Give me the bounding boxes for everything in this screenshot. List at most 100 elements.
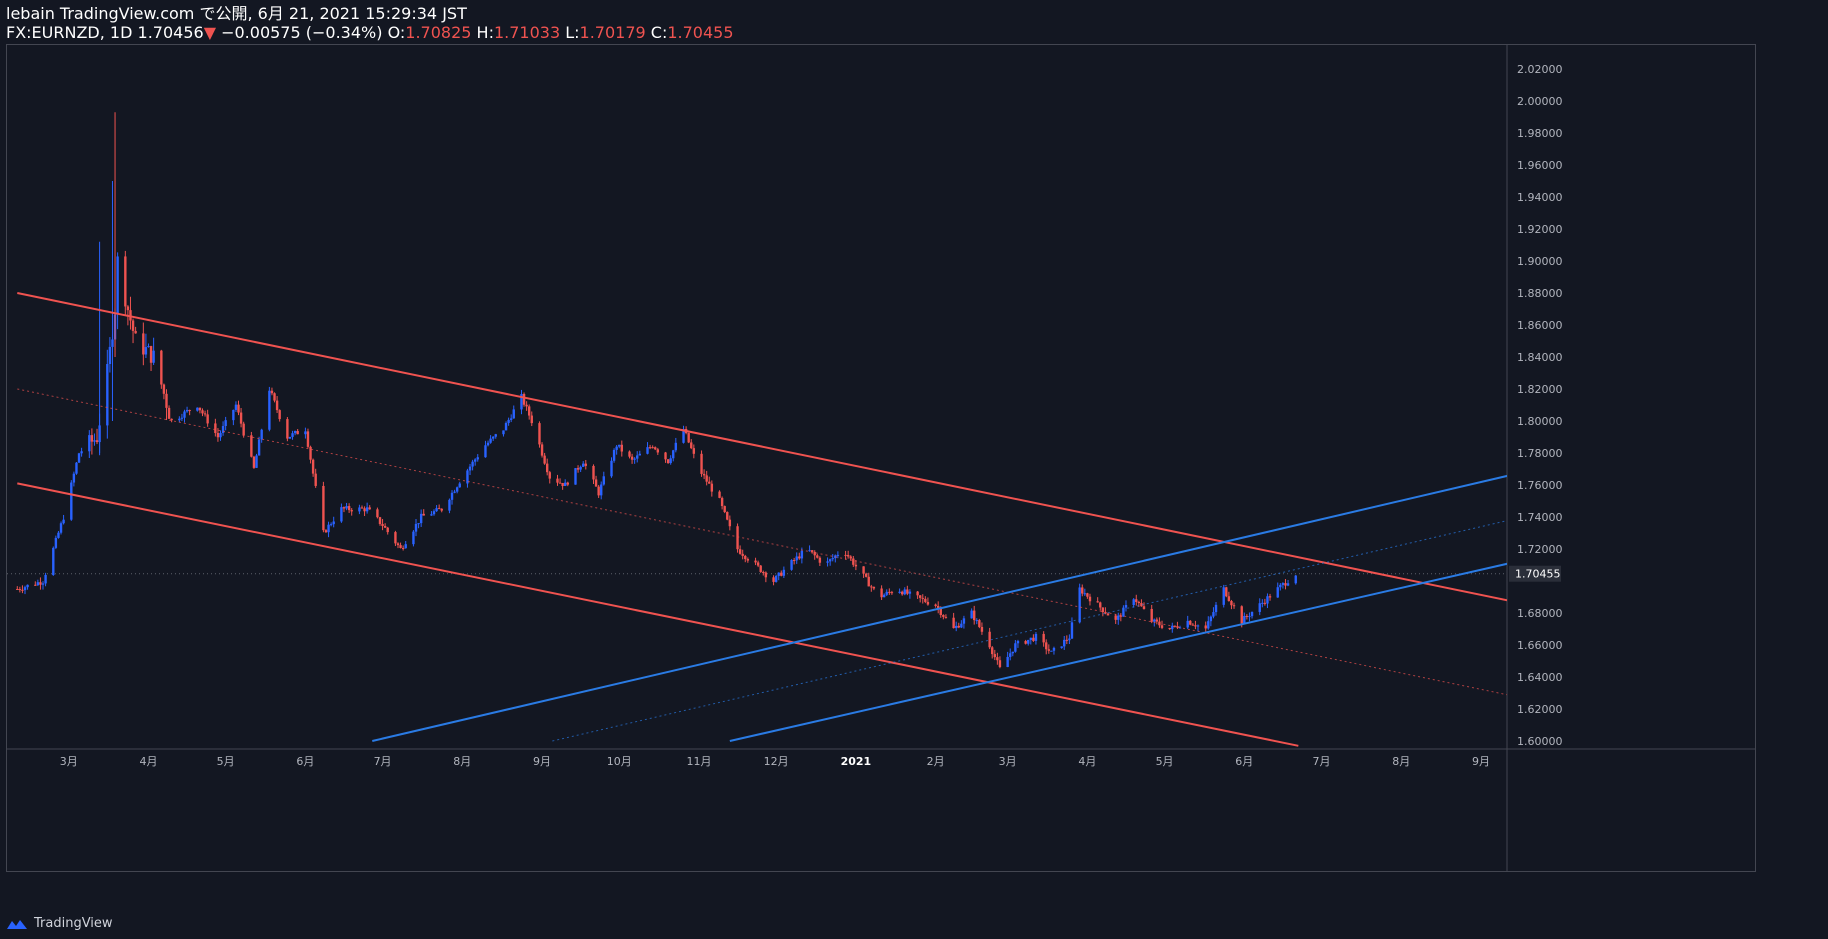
candle-body bbox=[455, 487, 459, 492]
candle-body bbox=[306, 431, 310, 447]
x-tick-label: 9月 bbox=[533, 755, 551, 768]
candle-body bbox=[144, 347, 148, 355]
candle-body bbox=[450, 492, 454, 500]
candle-body bbox=[973, 610, 976, 621]
candle-body bbox=[257, 439, 261, 456]
candle-body bbox=[1204, 625, 1207, 629]
candle-body bbox=[512, 409, 515, 419]
candle-body bbox=[1006, 656, 1009, 668]
trend-line-red-upper[interactable] bbox=[17, 292, 1530, 605]
candle-body bbox=[288, 436, 292, 439]
open-value: 1.70825 bbox=[405, 23, 472, 42]
trend-line-blue-lower[interactable] bbox=[729, 559, 1530, 742]
candle-body bbox=[324, 530, 328, 533]
candle-body bbox=[962, 618, 966, 624]
candle-body bbox=[702, 473, 706, 476]
candle-body bbox=[795, 556, 798, 561]
candle-body bbox=[991, 647, 994, 655]
candle-body bbox=[556, 478, 559, 483]
candle-body bbox=[57, 532, 60, 538]
candle-body bbox=[522, 394, 526, 405]
candle-body bbox=[759, 565, 762, 572]
candle-body bbox=[672, 450, 675, 459]
candle-body bbox=[942, 615, 945, 617]
x-tick-label: 7月 bbox=[1312, 755, 1330, 768]
candle-body bbox=[70, 482, 73, 520]
candle-body bbox=[270, 390, 274, 394]
candle-body bbox=[592, 465, 595, 480]
candle-body bbox=[419, 513, 423, 524]
candle-body bbox=[646, 447, 649, 454]
candle-body bbox=[291, 433, 294, 437]
candle-body bbox=[656, 449, 660, 453]
current-price-tag bbox=[1509, 565, 1561, 582]
candle-body bbox=[906, 589, 909, 594]
candle-body bbox=[1132, 599, 1135, 606]
chart-area[interactable]: 2.02000 2.00000 1.98000 1.96000 1.94000 1.920… bbox=[6, 44, 1756, 872]
candle-body bbox=[399, 545, 402, 548]
trend-line-blue-mid[interactable] bbox=[552, 515, 1530, 742]
high-label: H: bbox=[476, 23, 494, 42]
close-label: C: bbox=[650, 23, 668, 42]
candle-body bbox=[383, 525, 387, 528]
candle-body bbox=[368, 507, 371, 510]
candle-body bbox=[404, 544, 407, 549]
candle-body bbox=[993, 654, 996, 658]
candle-body bbox=[980, 626, 984, 632]
trend-line-blue-upper[interactable] bbox=[372, 471, 1530, 742]
candle-body bbox=[453, 491, 456, 493]
candle-body bbox=[867, 576, 870, 587]
y-tick-label: 1.60000 bbox=[1517, 735, 1563, 748]
price-chart[interactable]: 2.02000 2.00000 1.98000 1.96000 1.94000 1.920… bbox=[7, 45, 1755, 871]
candle-body bbox=[311, 459, 315, 474]
candle-body bbox=[198, 407, 202, 411]
candle-body bbox=[196, 407, 199, 411]
candle-body bbox=[828, 559, 832, 562]
candle-body bbox=[584, 463, 587, 466]
candle-body bbox=[690, 442, 693, 449]
candle-body bbox=[1240, 606, 1243, 624]
trend-line-red-mid[interactable] bbox=[17, 388, 1530, 699]
symbol-label[interactable]: FX:EURNZD, 1D bbox=[6, 23, 133, 42]
candle-body bbox=[854, 564, 858, 567]
x-tick-label: 2021 bbox=[841, 755, 872, 768]
candle-body bbox=[890, 592, 894, 594]
ohlc-row: FX:EURNZD, 1D 1.70456 ▼ −0.00575 (−0.34%)… bbox=[6, 23, 734, 42]
candle-body bbox=[278, 410, 281, 420]
candle-body bbox=[654, 447, 657, 450]
candle-body bbox=[1060, 646, 1063, 648]
candle-body bbox=[435, 508, 438, 512]
candle-body bbox=[764, 572, 768, 578]
y-tick-label: 1.92000 bbox=[1517, 223, 1563, 236]
candle-body bbox=[414, 523, 418, 532]
candle-body bbox=[1083, 593, 1087, 595]
candle-body bbox=[54, 537, 58, 548]
candle-body bbox=[852, 558, 855, 565]
candle-body bbox=[471, 461, 474, 467]
candle-body bbox=[798, 556, 801, 559]
trend-line-red-lower[interactable] bbox=[17, 482, 1299, 747]
candle-body bbox=[844, 554, 847, 556]
candle-body bbox=[903, 589, 906, 595]
publish-info: lebain TradingView.com で公開, 6月 21, 2021 … bbox=[6, 4, 467, 23]
candle-body bbox=[816, 555, 819, 558]
candle-body bbox=[900, 591, 904, 595]
candle-body bbox=[126, 306, 130, 311]
candle-body bbox=[412, 531, 415, 545]
candle-body bbox=[934, 604, 937, 606]
candle-body bbox=[744, 555, 747, 560]
candle-body bbox=[998, 660, 1002, 668]
low-value: 1.70179 bbox=[579, 23, 646, 42]
candle-body bbox=[219, 432, 222, 438]
candle-body bbox=[880, 588, 883, 598]
chart-header: lebain TradingView.com で公開, 6月 21, 2021 … bbox=[6, 4, 734, 42]
candle-body bbox=[888, 591, 891, 593]
last-price: 1.70456 bbox=[137, 23, 204, 42]
candle-body bbox=[242, 423, 245, 436]
candle-body bbox=[862, 566, 865, 574]
candle-body bbox=[1068, 638, 1071, 641]
candle-body bbox=[275, 400, 279, 411]
candle-body bbox=[1009, 653, 1012, 657]
candle-body bbox=[162, 384, 166, 394]
y-tick-label: 1.98000 bbox=[1517, 127, 1563, 140]
